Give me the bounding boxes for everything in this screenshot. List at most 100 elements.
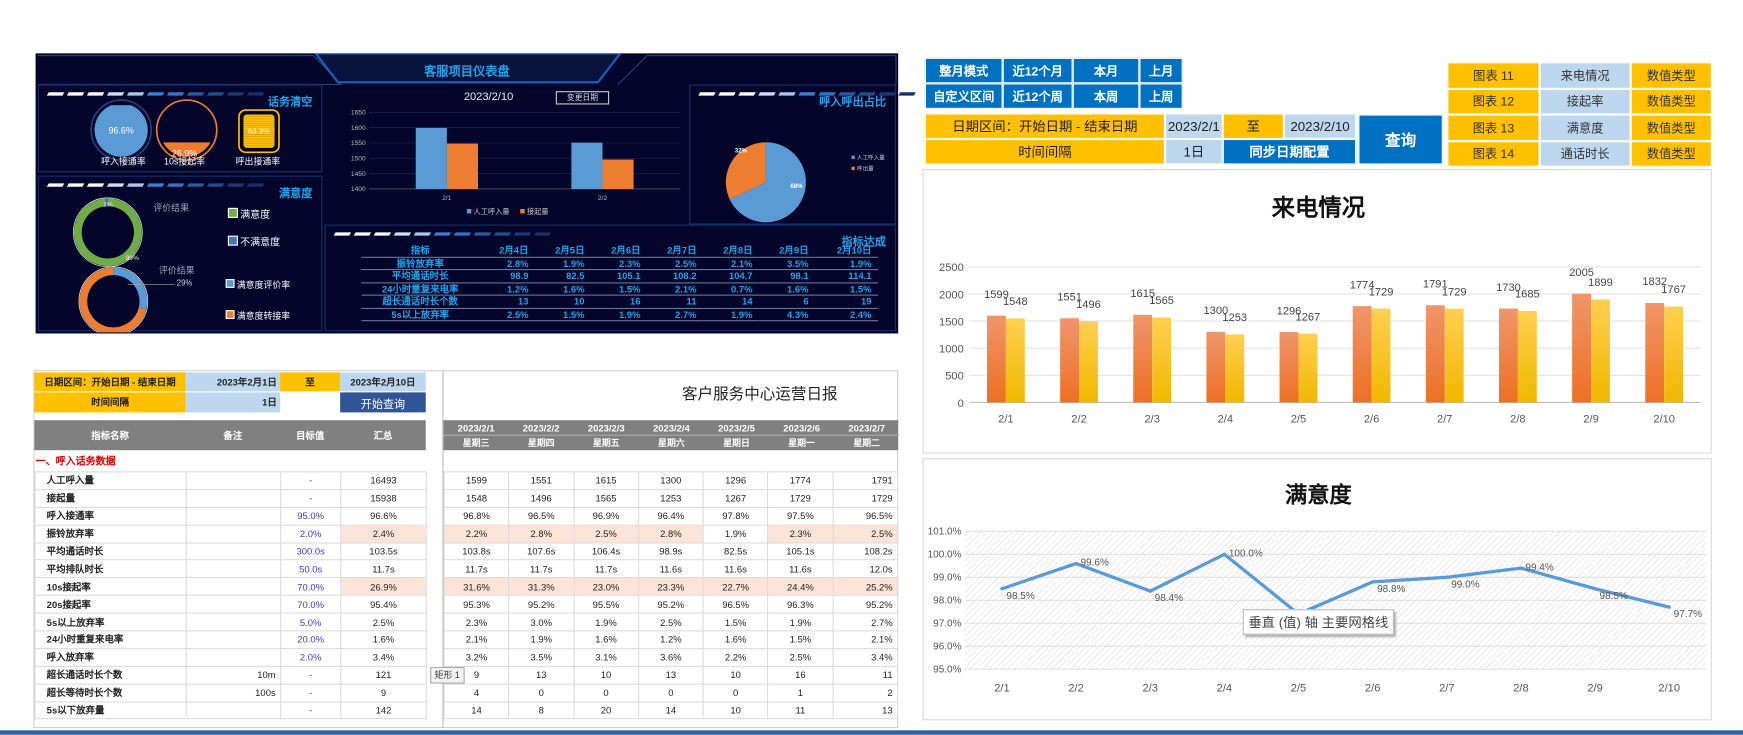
total-cell: 26.9% [340, 577, 427, 597]
day-value-cell: 11.7s [508, 559, 575, 579]
end-date-field[interactable]: 2023年2月10日 [340, 372, 426, 392]
y-tick-label: 1650 [351, 109, 366, 116]
interval-field[interactable]: 1日 [1164, 138, 1223, 165]
donut-caption: 评价结果 [153, 203, 189, 214]
interval-label: 时间间隔 [34, 392, 186, 413]
day-value-cell: 82.5s [702, 541, 769, 561]
table-row: 10s接起率 70.0% 26.9% [34, 577, 427, 597]
value-type-cell[interactable]: 数值类型 [1630, 140, 1712, 167]
day-value-cell: 10 [702, 700, 769, 720]
day-value-cell: 12.0s [832, 559, 899, 579]
kpi-cell: 98.9 [479, 269, 536, 283]
day-value-cell: 96.5% [832, 506, 899, 526]
series-line [1001, 552, 1670, 616]
start-date-field[interactable]: 2023年2月1日 [185, 372, 281, 392]
x-tick-label: 2/2 [1071, 413, 1086, 425]
kpi-row: 24小时重复来电率 1.2% 1.6% 1.5% 2.1% 0.7% 1.6% 1.5% [361, 282, 879, 296]
change-date-button[interactable]: 变更日期 [555, 91, 610, 105]
y-tick-label: 99.0% [933, 573, 961, 584]
y-tick-label: 0 [958, 398, 964, 410]
kpi-cell: 2.5% [479, 307, 536, 322]
gauge-ring [90, 99, 153, 161]
data-label: 99.4% [1525, 562, 1553, 573]
day-value-cell: 96.8% [443, 506, 510, 526]
target-cell: 70.0% [280, 594, 342, 614]
kpi-cell: 14 [703, 295, 760, 309]
target-cell: 95.0% [280, 506, 342, 526]
x-tick-label: 2/6 [1365, 682, 1380, 694]
target-cell: 70.0% [280, 577, 342, 597]
day-value-cell: 11.6s [702, 559, 769, 579]
chart-name-cell[interactable]: 满意度 [1539, 114, 1631, 141]
data-point [1519, 566, 1523, 570]
interval-field[interactable]: 1日 [185, 392, 281, 413]
indicator-name: 平均通话时长 [34, 541, 187, 561]
day-value-cell: 2.2% [702, 647, 769, 667]
x-tick-label: 2/5 [1291, 682, 1306, 694]
total-cell: 16493 [340, 471, 427, 491]
table-row: 接起量 -15938 [34, 488, 427, 508]
mode-button[interactable]: 近12个月 [1002, 57, 1073, 84]
day-value-cell: 3.6% [637, 647, 704, 667]
table-row: 5s以上放弃率 5.0% 2.5% [34, 612, 427, 632]
table-row: 24小时重复来电率 20.0% 1.6% [34, 630, 427, 650]
chart-name-cell[interactable]: 接起率 [1539, 88, 1631, 115]
kpi-header-cell: 2月7日 [647, 244, 704, 258]
x-tick-label: 2/3 [1143, 682, 1158, 694]
day-value-cell: 22.7% [702, 577, 769, 597]
day-value-cell: 2.8% [508, 524, 575, 544]
indicator-name: 超长通话时长个数 [34, 665, 187, 685]
bar [1152, 317, 1172, 403]
legend-label: 呼出量 [857, 165, 874, 173]
kpi-cell: 114.1 [815, 269, 879, 283]
to-label: 至 [1222, 113, 1284, 139]
date-header-cell: 2023/2/5 [703, 420, 770, 436]
data-label: 98.5% [1600, 591, 1628, 602]
divider [442, 450, 444, 729]
date-header-cell: 2023/2/7 [834, 420, 900, 436]
day-value-cell: 1774 [767, 471, 834, 491]
indicator-name: 平均排队时长 [34, 559, 187, 579]
bar [1425, 305, 1445, 403]
day-value-cell: 11 [767, 700, 834, 720]
day-value-cell: 95.3% [443, 594, 510, 614]
x-tick-label: 2/10 [1653, 413, 1675, 425]
chart-title: 来电情况 [1271, 195, 1366, 222]
chart-name-cell[interactable]: 来电情况 [1539, 62, 1631, 89]
kpi-header-row: 指标 2月4日 2月5日 2月6日 2月7日 2月8日 2月9日 2月10日 [361, 244, 879, 258]
value-type-cell[interactable]: 数值类型 [1630, 62, 1712, 89]
day-value-cell: 95.2% [508, 594, 575, 614]
kpi-cell: 2.1% [647, 282, 704, 296]
start-query-button[interactable]: 开始查询 [340, 392, 426, 413]
sync-date-config-button[interactable]: 同步日期配置 [1222, 138, 1357, 165]
mode-button[interactable]: 本月 [1072, 57, 1140, 84]
target-cell: 300.0s [280, 541, 342, 561]
legend-label: 接起量 [527, 207, 549, 216]
note-cell [185, 506, 282, 526]
bar [1517, 310, 1537, 403]
mode-button[interactable]: 上周 [1139, 83, 1183, 109]
mode-button[interactable]: 整月模式 [924, 57, 1003, 84]
mode-button[interactable]: 本周 [1072, 83, 1140, 109]
mode-button[interactable]: 自定义区间 [924, 83, 1003, 109]
target-cell: - [280, 700, 342, 720]
value-type-cell[interactable]: 数值类型 [1630, 114, 1712, 141]
value-type-cell[interactable]: 数值类型 [1630, 88, 1712, 115]
mode-button[interactable]: 上月 [1139, 57, 1183, 84]
day-value-cell: 3.5% [508, 647, 575, 667]
kpi-cell: 105.1 [591, 269, 648, 283]
end-date-field[interactable]: 2023/2/10 [1283, 113, 1357, 139]
day-value-cell: 1599 [443, 471, 510, 491]
total-cell: 96.6% [340, 506, 427, 526]
total-cell: 1.6% [340, 630, 427, 650]
day-value-cell: 96.3% [767, 594, 834, 614]
date-header-cell: 2023/2/2 [508, 420, 574, 436]
kpi-row: 振铃放弃率 2.8% 1.9% 2.3% 2.5% 2.1% 3.5% 1.9% [361, 256, 879, 271]
mode-button[interactable]: 近12个周 [1002, 83, 1073, 109]
day-value-cell: 0 [702, 683, 769, 703]
query-button[interactable]: 查询 [1358, 114, 1443, 165]
chart-name-cell[interactable]: 通话时长 [1539, 140, 1631, 167]
start-date-field[interactable]: 2023/2/1 [1164, 113, 1223, 139]
